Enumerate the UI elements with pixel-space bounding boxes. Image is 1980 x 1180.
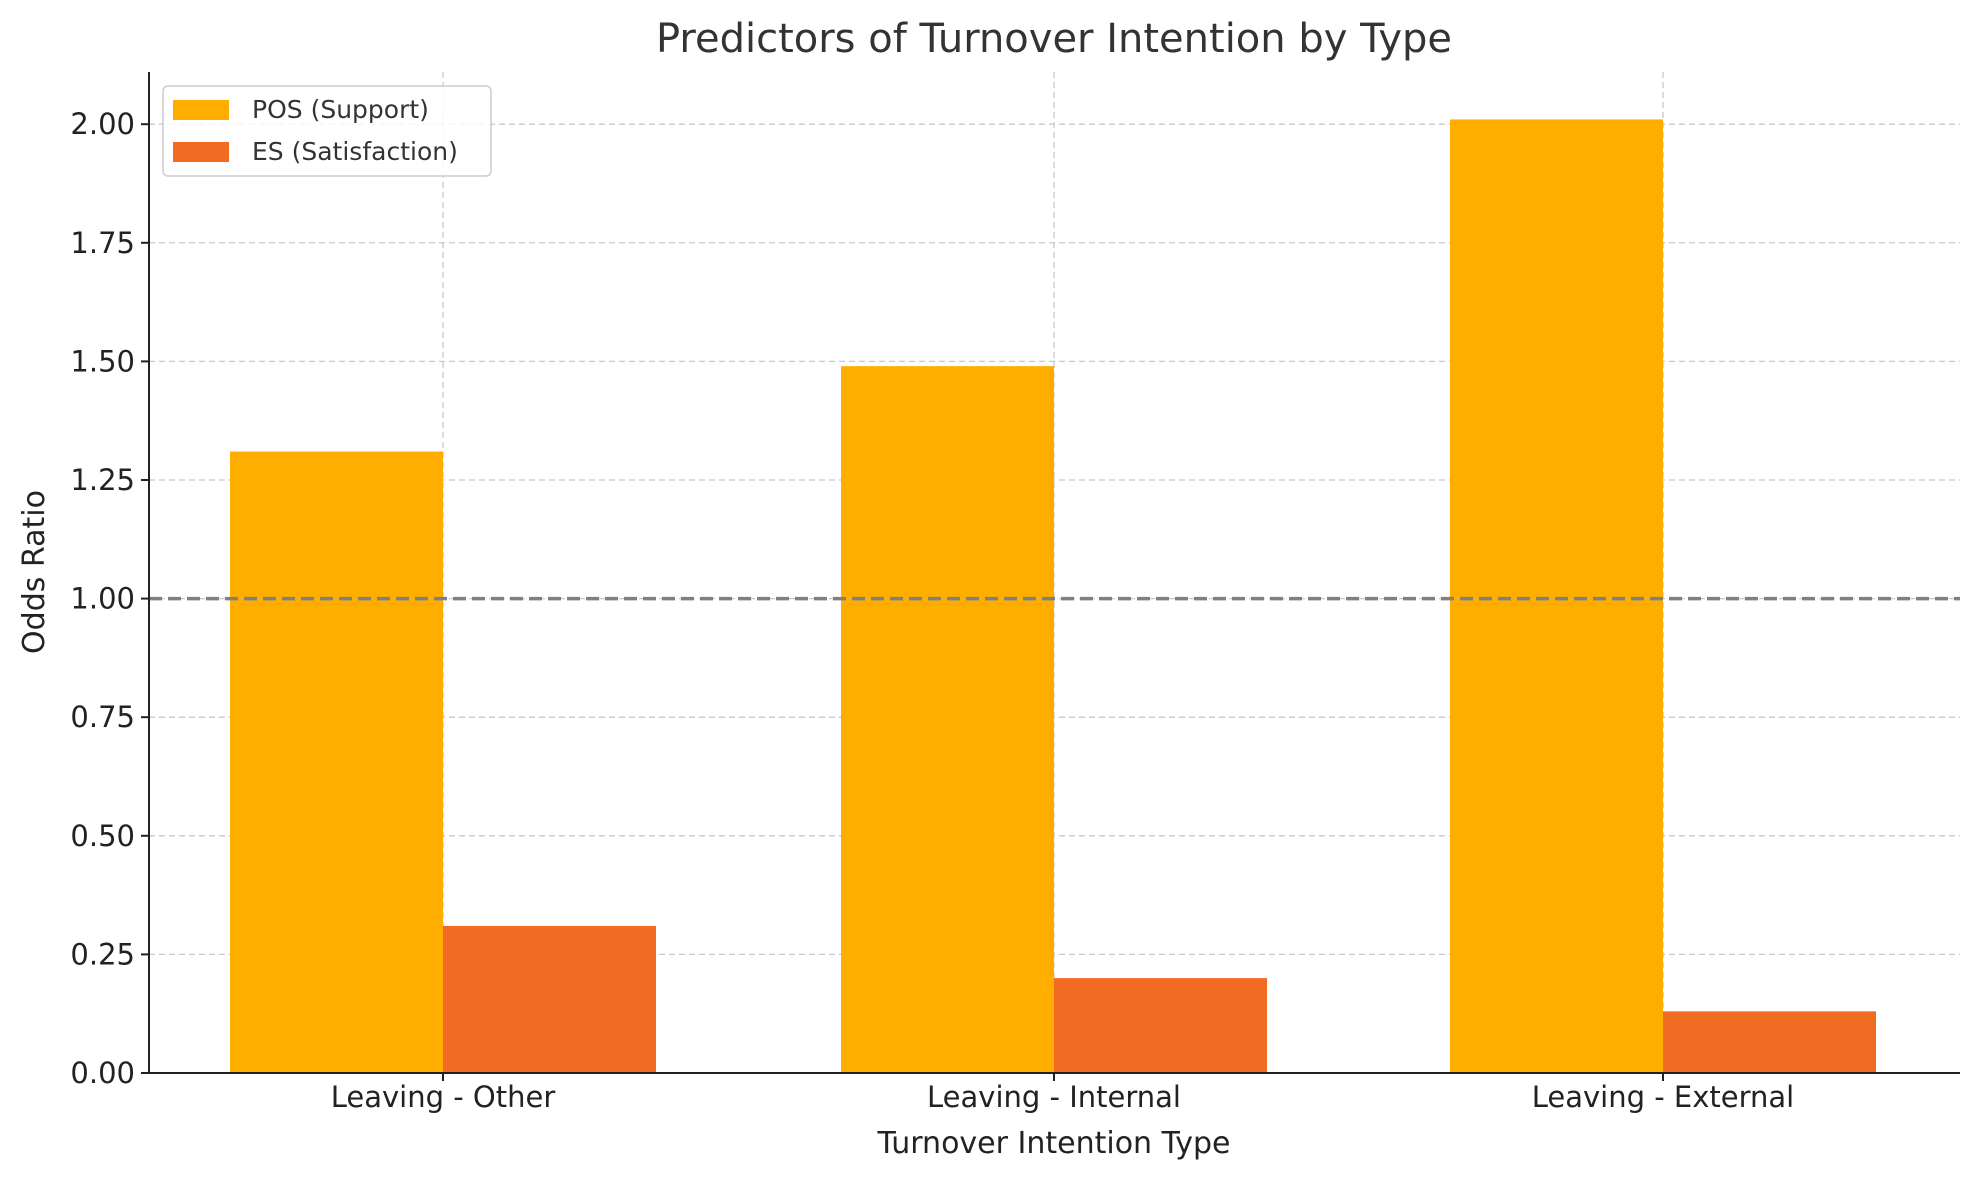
- y-tick-label: 1.50: [70, 344, 135, 378]
- y-tick-label: 0.75: [70, 700, 135, 734]
- x-tick-label: Leaving - Other: [331, 1080, 556, 1114]
- y-tick-label: 0.50: [70, 819, 135, 853]
- legend-label: ES (Satisfaction): [252, 137, 458, 166]
- legend-label: POS (Support): [252, 95, 429, 124]
- y-tick-label: 2.00: [70, 107, 135, 141]
- legend-box: [162, 85, 492, 177]
- legend: POS (Support) ES (Satisfaction): [162, 85, 492, 177]
- bar-pos-0: [230, 451, 443, 1073]
- x-tick-label: Leaving - Internal: [927, 1080, 1181, 1114]
- legend-swatch: [173, 100, 229, 120]
- bar-es-0: [443, 925, 656, 1073]
- axes: 0.00 0.25 0.50 0.75 1.00 1.25 1.50 1.75 2.00 Leav…: [70, 72, 1960, 1114]
- y-axis-label: Odds Ratio: [17, 490, 52, 654]
- y-tick-label: 1.75: [70, 226, 135, 260]
- x-axis-label: Turnover Intention Type: [876, 1126, 1230, 1161]
- chart-title: Predictors of Turnover Intention by Type: [656, 16, 1452, 62]
- y-tick-label: 1.00: [70, 582, 135, 616]
- legend-swatch: [173, 142, 229, 162]
- y-tick-label: 0.25: [70, 937, 135, 971]
- bars: [230, 119, 1876, 1074]
- bar-pos-1: [841, 366, 1054, 1073]
- bar-es-1: [1054, 978, 1267, 1073]
- bar-pos-2: [1450, 119, 1663, 1074]
- x-tick-label: Leaving - External: [1532, 1080, 1795, 1114]
- y-tick-label: 1.25: [70, 463, 135, 497]
- y-tick-label: 0.00: [70, 1056, 135, 1090]
- bar-es-2: [1663, 1011, 1876, 1073]
